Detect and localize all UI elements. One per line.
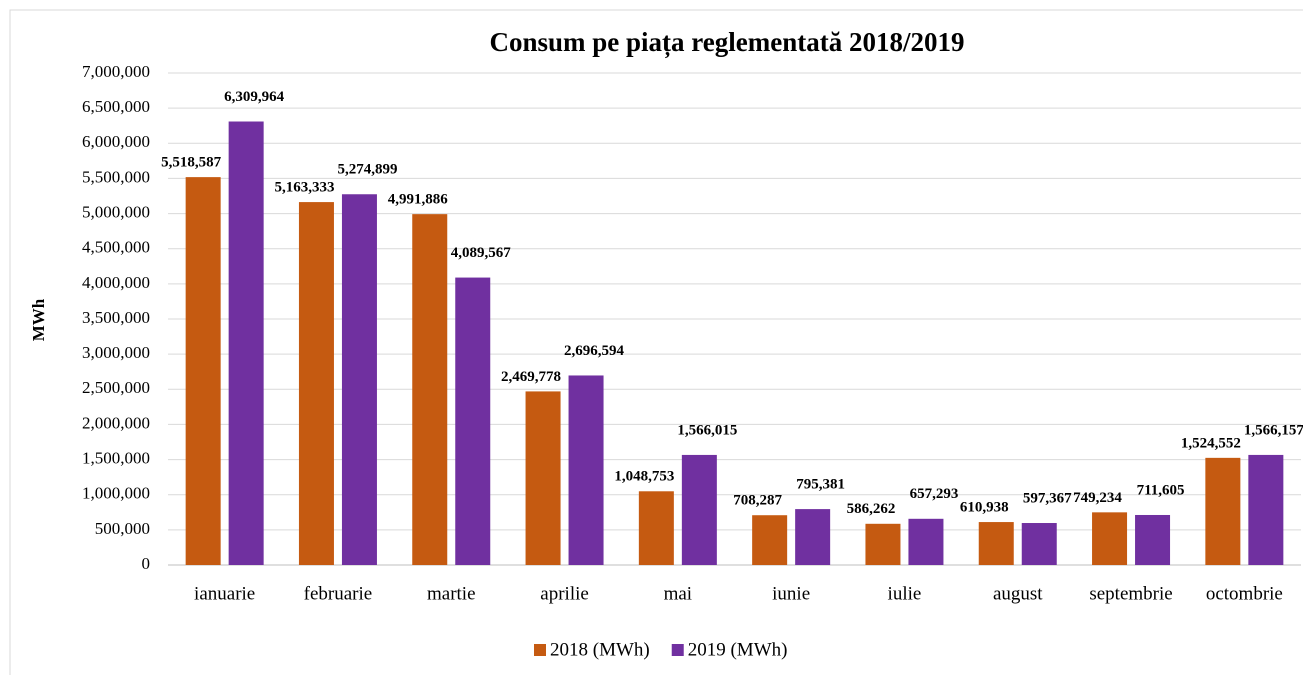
bar [638,491,674,565]
y-axis-title: MWh [29,298,48,341]
value-label: 5,163,333 [274,180,334,196]
legend-label: 2018 (MWh) [550,639,650,660]
bar [185,177,221,565]
y-tick-label: 1,000,000 [82,484,150,503]
value-label: 5,274,899 [337,162,397,178]
y-tick-label: 500,000 [95,519,150,538]
y-tick-label: 3,000,000 [82,343,150,362]
bar [1205,457,1241,565]
bar [908,518,944,565]
value-label: 5,518,587 [161,155,222,171]
value-label: 6,309,964 [224,89,285,105]
bar [412,214,448,565]
x-tick-label: aprilie [540,583,589,604]
bar [1021,523,1057,565]
y-tick-label: 0 [142,554,151,573]
y-tick-label: 7,000,000 [82,62,150,81]
y-tick-label: 5,000,000 [82,202,150,221]
x-tick-label: februarie [304,583,373,604]
y-tick-label: 2,000,000 [82,413,150,432]
bar [1092,512,1128,565]
y-tick-label: 3,500,000 [82,308,150,327]
value-label: 597,367 [1023,490,1072,506]
value-label: 1,048,753 [614,469,674,485]
value-label: 1,566,157 [1244,422,1303,438]
bar [298,202,334,566]
bar [681,454,717,565]
y-tick-label: 2,500,000 [82,378,150,397]
value-label: 4,991,886 [388,192,449,208]
bar [1248,454,1284,565]
bar [1135,514,1171,565]
bar [865,523,901,565]
bar [568,375,604,565]
x-tick-label: ianuarie [194,583,255,604]
value-label: 708,287 [733,493,782,509]
x-tick-label: iunie [772,583,810,604]
x-tick-label: august [993,583,1043,604]
x-tick-label: iulie [888,583,922,604]
x-tick-label: mai [664,583,693,604]
bar [752,515,788,565]
y-tick-label: 6,000,000 [82,132,150,151]
bar [795,509,831,565]
value-label: 1,566,015 [677,422,737,438]
x-tick-label: octombrie [1206,583,1283,604]
bar [455,277,491,565]
bar [228,121,264,566]
value-label: 2,696,594 [564,343,625,359]
x-tick-label: septembrie [1089,583,1172,604]
value-label: 4,089,567 [451,245,512,261]
value-label: 2,469,778 [501,369,561,385]
value-label: 610,938 [960,499,1009,515]
bar [525,391,561,565]
value-label: 711,605 [1137,482,1185,498]
bar [341,194,377,566]
value-label: 657,293 [910,486,959,502]
y-tick-label: 5,500,000 [82,167,150,186]
y-tick-label: 1,500,000 [82,448,150,467]
bar [978,522,1014,565]
legend-label: 2019 (MWh) [688,639,788,660]
x-tick-label: martie [427,583,476,604]
value-label: 586,262 [847,501,896,517]
value-label: 795,381 [796,477,845,493]
value-label: 1,524,552 [1181,435,1241,451]
y-tick-label: 4,500,000 [82,238,150,257]
legend-swatch [534,644,546,656]
y-tick-label: 6,500,000 [82,97,150,116]
legend-swatch [671,644,684,656]
y-tick-label: 4,000,000 [82,273,150,292]
chart-title: Consum pe piața reglementată 2018/2019 [490,27,965,58]
value-label: 749,234 [1073,490,1122,506]
chart-border [9,9,1303,675]
